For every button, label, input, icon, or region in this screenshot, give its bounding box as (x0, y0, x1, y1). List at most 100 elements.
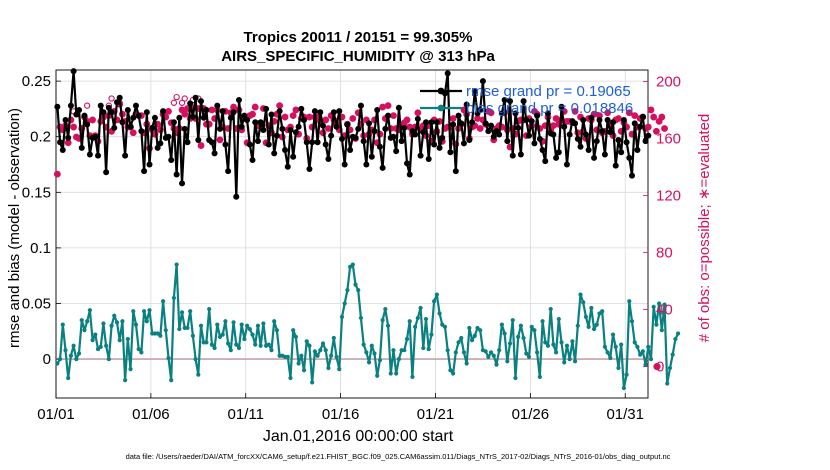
rmse-marker (113, 99, 120, 106)
bias-marker (239, 322, 244, 327)
rmse-marker (59, 147, 66, 154)
rmse-marker (591, 154, 598, 161)
obs-evaluated-marker (449, 115, 457, 122)
obs-evaluated-marker (289, 112, 297, 120)
obs-evaluated-marker (661, 125, 668, 132)
bias-marker (141, 309, 147, 314)
obs-evaluated-marker (197, 142, 205, 149)
bias-marker (329, 353, 334, 358)
rmse-marker (198, 98, 205, 105)
obs-evaluated-marker (292, 106, 300, 114)
bias-marker (591, 326, 597, 332)
rmse-marker (477, 107, 484, 114)
rmse-marker (580, 117, 587, 124)
obs-evaluated-marker (390, 112, 397, 120)
bias-marker (654, 322, 659, 327)
rmse-marker (105, 104, 112, 111)
bias-marker (312, 349, 317, 354)
bias-marker (179, 310, 185, 315)
rmse-marker (482, 120, 489, 127)
bias-marker (109, 323, 114, 328)
bias-marker (293, 334, 298, 339)
rmse-marker (439, 134, 446, 141)
bias-marker (418, 305, 423, 311)
bias-marker (66, 375, 71, 381)
bias-marker (602, 344, 608, 349)
bias-marker (421, 345, 426, 351)
bias-marker (242, 336, 247, 342)
rmse-marker (143, 109, 150, 116)
rmse-marker (338, 135, 345, 142)
rmse-marker (290, 153, 297, 160)
bias-marker (562, 360, 567, 365)
bias-marker (635, 344, 640, 349)
rmse-marker (103, 169, 110, 176)
obs-evaluated-marker (625, 109, 633, 117)
bias-marker (621, 385, 626, 391)
bias-marker (667, 365, 673, 371)
obs-possible-marker (84, 102, 91, 109)
rmse-marker (498, 110, 505, 117)
bias-marker (128, 366, 133, 372)
rmse-marker (404, 160, 411, 167)
rmse-marker (263, 105, 270, 112)
rmse-marker (588, 114, 595, 121)
rmse-marker (479, 78, 486, 85)
rmse-marker (420, 129, 427, 136)
rmse-marker (406, 171, 413, 178)
obs-possible-marker (178, 99, 186, 106)
obs-evaluated-marker (165, 107, 172, 115)
rmse-marker (582, 131, 589, 138)
bias-marker (610, 332, 616, 337)
bias-marker (502, 331, 507, 336)
y-tick-label-left: 0.25 (22, 73, 51, 90)
bias-marker (578, 292, 583, 297)
rmse-marker (168, 157, 175, 164)
obs-possible-marker (170, 99, 178, 106)
bias-marker (285, 354, 290, 359)
rmse-marker (298, 105, 305, 112)
rmse-marker (447, 149, 454, 156)
rmse-marker (70, 68, 77, 75)
bias-marker (288, 375, 293, 381)
bias-marker (529, 324, 534, 329)
legend-entry-label: rmse grand pr = 0.19065 (466, 83, 631, 100)
rmse-marker (539, 147, 546, 154)
bias-marker (570, 339, 575, 344)
rmse-marker (282, 147, 289, 154)
x-tick-label: 01/11 (228, 406, 264, 423)
rmse-marker (517, 151, 524, 158)
bias-marker (353, 282, 358, 287)
bias-marker (301, 368, 307, 373)
rmse-marker (208, 139, 215, 146)
bias-marker (513, 375, 518, 381)
bias-marker (608, 355, 613, 361)
obs-evaluated-marker (64, 139, 72, 147)
bias-marker (556, 316, 561, 322)
bias-marker (93, 332, 98, 337)
rmse-marker (626, 154, 633, 161)
rmse-marker (526, 132, 533, 139)
rmse-marker (471, 88, 478, 95)
rmse-marker (273, 132, 280, 139)
rmse-marker (504, 138, 511, 145)
rmse-marker (566, 131, 573, 138)
bias-marker (423, 316, 429, 322)
rmse-marker (612, 162, 619, 169)
rmse-marker (203, 107, 210, 114)
rmse-marker (230, 109, 237, 116)
obs-possible-marker (173, 93, 180, 101)
obs-evaluated-marker (325, 125, 332, 132)
chart-title-line2: AIRS_SPECIFIC_HUMIDITY @ 313 hPa (221, 48, 495, 65)
bias-marker (120, 319, 125, 324)
rmse-marker (544, 110, 551, 117)
obs-evaluated-marker (549, 122, 557, 130)
rmse-marker (81, 112, 88, 119)
bias-marker (158, 333, 163, 338)
bias-marker (98, 344, 103, 349)
bias-marker (71, 343, 76, 348)
bias-marker (445, 348, 450, 353)
bias-marker (231, 320, 236, 325)
rmse-marker (84, 121, 91, 128)
